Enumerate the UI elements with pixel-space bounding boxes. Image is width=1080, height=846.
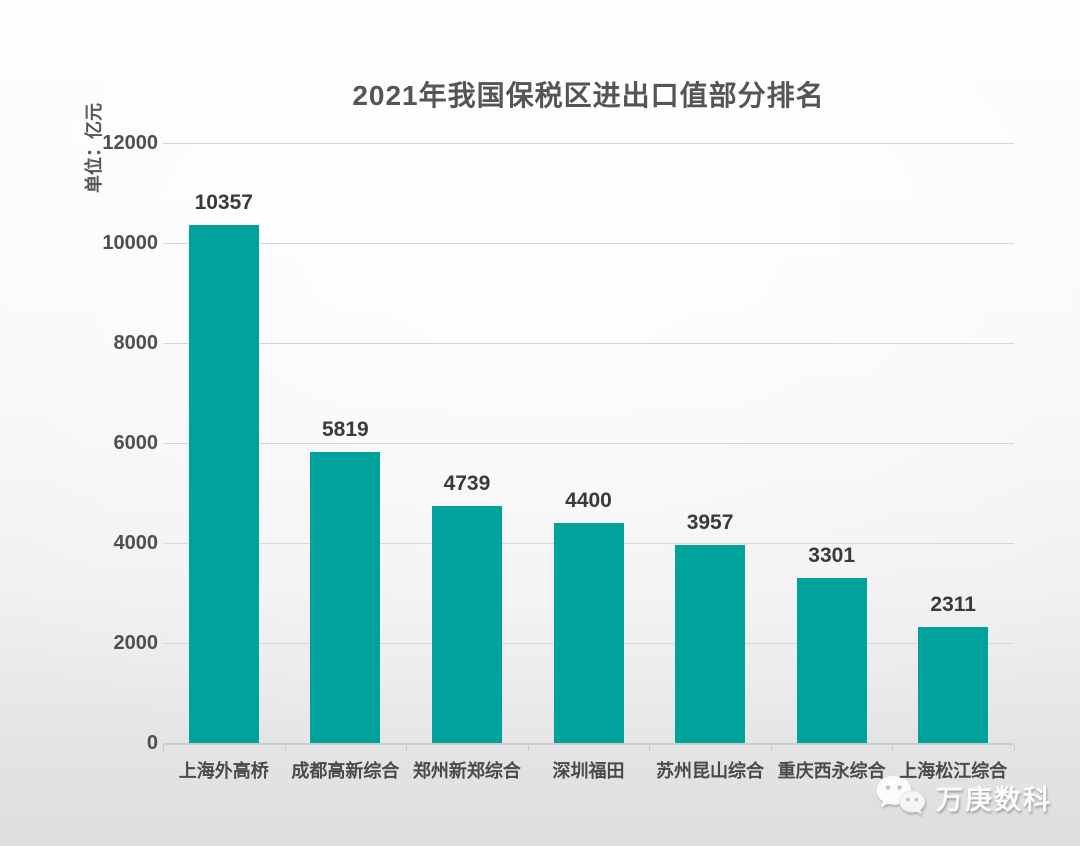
bar: [553, 523, 624, 743]
chart-title: 2021年我国保税区进出口值部分排名: [352, 80, 825, 111]
watermark: 万庚数科: [874, 774, 1052, 820]
watermark-text: 万庚数科: [936, 784, 1052, 815]
bar-value-label: 2311: [930, 593, 976, 617]
y-axis-tick-label: 8000: [113, 332, 159, 354]
wechat-icon: [876, 776, 926, 816]
bar-value-label: 4739: [443, 472, 491, 496]
x-axis-category-label: 重庆西永综合: [777, 761, 886, 781]
x-axis-category-label: 上海松江综合: [899, 761, 1008, 781]
x-axis-category-label: 苏州昆山综合: [656, 761, 765, 781]
bar: [675, 545, 746, 743]
bar: [188, 225, 259, 743]
x-axis-category-label: 成都高新综合: [291, 761, 400, 781]
bar: [310, 452, 381, 743]
x-axis-tick: [892, 745, 894, 751]
y-axis-tick-label: 0: [146, 732, 158, 754]
gridline: [163, 443, 1014, 444]
bar-value-label: 3957: [686, 511, 734, 535]
bar: [918, 627, 989, 743]
y-axis-tick-label: 10000: [102, 232, 158, 254]
x-axis-category-label: 郑州新郑综合: [412, 761, 521, 781]
x-axis-tick: [163, 745, 164, 751]
x-axis-line: [163, 743, 1014, 745]
bar: [796, 577, 867, 743]
bar: [431, 506, 502, 743]
x-axis-tick: [527, 745, 529, 751]
gridline: [163, 243, 1014, 244]
x-axis-category-label: 深圳福田: [552, 761, 625, 781]
y-axis-tick-label: 2000: [113, 632, 159, 654]
x-axis-category-label: 上海外高桥: [178, 761, 269, 781]
x-axis-tick: [1014, 745, 1015, 751]
y-axis-tick-label: 4000: [113, 532, 159, 554]
bar-value-label: 3301: [808, 543, 855, 567]
x-axis-tick: [770, 745, 772, 751]
gridline: [163, 343, 1014, 344]
x-axis-tick: [406, 745, 408, 751]
x-axis-tick: [649, 745, 651, 751]
gridline: [163, 143, 1014, 144]
bar-value-label: 5819: [321, 418, 369, 442]
y-axis-tick-label: 12000: [102, 132, 158, 154]
bar-value-label: 4400: [565, 489, 612, 512]
bar-value-label: 10357: [194, 191, 253, 215]
y-axis-tick-label: 6000: [113, 432, 159, 454]
x-axis-tick: [284, 745, 286, 751]
